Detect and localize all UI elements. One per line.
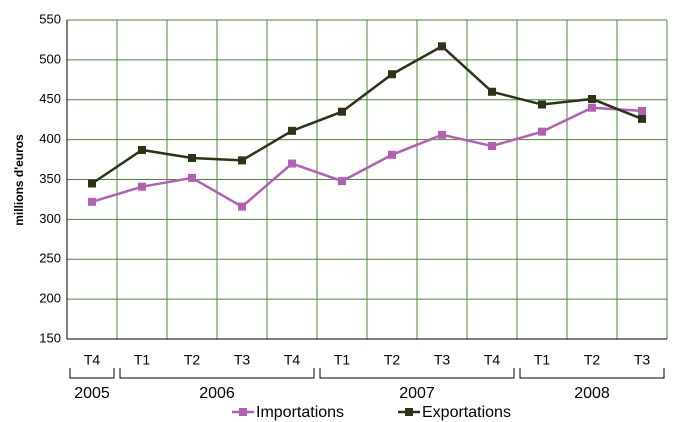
x-tick-label: T4 — [284, 352, 301, 368]
group-label: 2008 — [574, 385, 610, 402]
legend-label: Exportations — [422, 404, 511, 421]
series-line — [91, 106, 643, 209]
point — [188, 173, 196, 182]
point — [238, 202, 246, 211]
x-tick-label: T2 — [384, 352, 401, 368]
point — [388, 150, 396, 159]
group-bracket — [69, 368, 115, 379]
group-label: 2005 — [74, 385, 110, 402]
group-bracket — [319, 368, 515, 379]
point — [188, 153, 196, 162]
y-tick-label: 150 — [39, 330, 61, 345]
x-tick-label: T3 — [434, 352, 451, 368]
legend-marker — [405, 408, 413, 416]
x-tick-label: T2 — [184, 352, 201, 368]
point — [88, 179, 96, 188]
legend-label: Importations — [256, 404, 344, 421]
x-tick-label: T1 — [534, 352, 551, 368]
point — [88, 197, 96, 206]
point — [488, 142, 496, 151]
y-tick-label: 300 — [39, 211, 61, 226]
point — [488, 87, 496, 96]
group-label: 2006 — [199, 385, 235, 402]
point — [588, 103, 596, 112]
y-tick-label: 450 — [39, 91, 61, 106]
point — [638, 106, 646, 115]
point — [638, 114, 646, 123]
group-bracket — [119, 368, 315, 379]
y-axis-label: millions d'euros — [12, 134, 26, 226]
x-tick-label: T1 — [134, 352, 151, 368]
point — [438, 42, 446, 51]
y-tick-label: 250 — [39, 251, 61, 266]
y-tick-label: 550 — [39, 11, 61, 26]
point — [538, 127, 546, 136]
point — [238, 156, 246, 165]
x-tick-label: T4 — [484, 352, 501, 368]
point — [288, 126, 296, 135]
series-line — [91, 44, 643, 185]
y-tick-label: 500 — [39, 51, 61, 66]
x-tick-label: T1 — [334, 352, 351, 368]
point — [338, 177, 346, 186]
point — [588, 94, 596, 103]
x-tick-label: T3 — [634, 352, 651, 368]
y-tick-label: 350 — [39, 171, 61, 186]
point — [538, 100, 546, 109]
point — [388, 70, 396, 79]
point — [438, 130, 446, 139]
point — [288, 159, 296, 168]
group-bracket — [519, 368, 665, 379]
x-tick-label: T4 — [84, 352, 101, 368]
point — [338, 107, 346, 116]
legend-marker — [239, 408, 247, 416]
x-tick-label: T2 — [584, 352, 601, 368]
group-label: 2007 — [399, 385, 435, 402]
y-tick-label: 400 — [39, 131, 61, 146]
y-tick-label: 200 — [39, 291, 61, 306]
point — [138, 145, 146, 154]
point — [138, 182, 146, 191]
x-tick-label: T3 — [234, 352, 251, 368]
